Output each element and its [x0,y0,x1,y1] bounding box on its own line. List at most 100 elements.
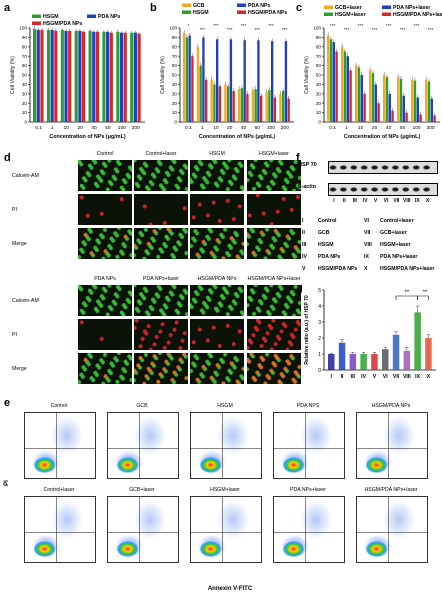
flow-plot-title: HSGM+laser [210,487,240,493]
y-tick-label: 0 [24,120,27,125]
y-tick-label: 1 [318,352,321,358]
microscopy-image [78,285,132,316]
y-tick-label: 10 [172,110,178,115]
bar [341,46,344,122]
legend-label: PDA NPs [248,3,270,9]
microscopy-image [134,319,188,350]
microscopy-image [134,228,188,259]
bar [433,115,436,122]
flow-plot [190,496,262,563]
bar [33,28,37,122]
microscopy-image [247,319,301,350]
lane-label: X [425,198,430,204]
bar [355,65,358,122]
microscopy-image [190,160,244,191]
microscopy-image [78,160,132,191]
microscopy-column-label: HSGM/PDA NPs [197,276,237,282]
significance-star: *** [358,23,364,29]
x-tick-label: 40 [91,125,97,131]
bar [36,29,40,123]
bar [216,39,219,122]
significance-star: *** [268,23,274,29]
bar [238,89,241,122]
x-tick-label: 10 [213,125,219,131]
y-tick-label: 50 [22,73,28,78]
legend-roman-numeral: IX [364,254,369,260]
legend-label: PDA NPs [98,14,120,20]
flow-plot [24,412,96,479]
x-tick-label: VI [383,374,388,380]
microscopy-column-label: PDA NPs+laser [143,276,179,282]
legend-roman-numeral: VII [364,230,371,236]
flow-y-axis-label: PI [3,480,10,486]
bar [92,31,96,122]
flow-plot [356,496,428,563]
flow-plot [24,496,96,563]
legend-label: HSGM [193,10,209,16]
bar [268,90,271,122]
microscopy-image [190,228,244,259]
legend-roman-numeral: V [302,266,306,272]
flow-plot-title: Control+laser [43,487,75,493]
significance-star: *** [386,23,392,29]
panel-letter-a: a [4,2,11,14]
x-tick-label: 20 [372,125,378,131]
bar [399,78,403,122]
bar [137,33,141,122]
microscopy-column-label: Control+laser [145,151,177,157]
bar [50,29,54,123]
bar [416,97,419,122]
panel-letter-e: e [4,397,11,409]
significance-star: *** [330,23,336,29]
significance-bracket [395,295,418,300]
microscopy-image [190,194,244,225]
bar [240,88,244,122]
bar [64,30,68,122]
lane-label: III [352,198,357,204]
y-tick-label: 2 [318,336,321,342]
microscopy-image [134,194,188,225]
band-label: HSP 70 [298,162,317,168]
x-tick-label: IV [361,374,366,380]
bar [133,32,137,123]
bar [377,103,380,122]
bar [411,79,414,122]
significance-star: * [188,23,190,29]
y-axis-label: Cell Viability (%) [160,56,166,94]
x-tick-label: 40 [386,125,392,131]
legend-roman-numeral: VI [364,218,369,224]
flow-plot-title: Control [50,403,68,409]
bar [243,40,246,122]
legend-group-name: GCB+laser [380,230,407,236]
flow-plot [107,412,179,479]
bar [414,312,421,370]
y-tick-label: 0 [318,368,321,374]
legend-group-name: Control+laser [380,218,414,224]
bar [332,42,335,122]
microscopy-row-label: PI [12,331,17,338]
microscopy-image [78,228,132,259]
bar [287,98,290,122]
lane-label: VII [393,198,400,204]
bar [335,51,338,122]
y-tick-label: 40 [172,82,178,87]
legend-label: HSGM/PDA NPs [43,21,82,27]
significance-star: *** [414,23,420,29]
x-tick-label: III [351,374,356,380]
bar [273,97,277,122]
lane-label: I [333,198,335,204]
lane-label: V [373,198,378,204]
legend-label: HSGM+laser [335,12,366,18]
bar [371,354,378,370]
legend-group-name: HSGM/PDA NPs+laser [380,266,435,272]
y-tick-label: 30 [316,91,322,96]
y-tick-label: 0 [174,120,177,125]
y-tick-label: 30 [172,91,178,96]
bar [257,40,260,122]
y-tick-label: 5 [318,288,321,294]
y-tick-label: 10 [316,110,322,115]
bar [202,37,205,122]
flow-plot-title: GCB [136,403,148,409]
x-tick-label: 200 [427,125,435,131]
x-tick-label: II [341,374,344,380]
